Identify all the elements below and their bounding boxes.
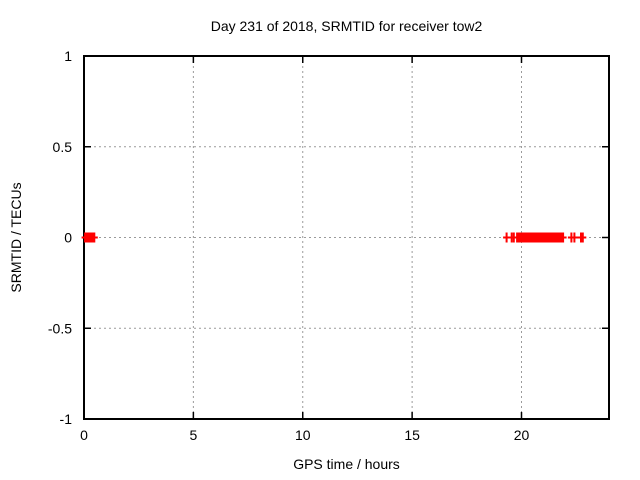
x-axis-label: GPS time / hours xyxy=(293,456,400,472)
chart-title: Day 231 of 2018, SRMTID for receiver tow… xyxy=(211,18,483,34)
y-tick-label: -1 xyxy=(60,411,73,427)
x-tick-label: 20 xyxy=(514,427,530,443)
data-points-srmtid xyxy=(81,232,587,243)
y-axis-label: SRMTID / TECUs xyxy=(8,182,24,292)
x-tick-label: 5 xyxy=(189,427,197,443)
y-tick-label: 0.5 xyxy=(53,139,73,155)
x-tick-label: 10 xyxy=(295,427,311,443)
x-tick-label: 0 xyxy=(80,427,88,443)
y-tick-label: 0 xyxy=(64,230,72,246)
y-tick-label: -0.5 xyxy=(48,320,72,336)
y-tick-label: 1 xyxy=(64,48,72,64)
x-tick-label: 15 xyxy=(404,427,420,443)
plot-area: 0 5 10 15 20 -1 -0.5 0 0.5 1 xyxy=(48,48,610,443)
